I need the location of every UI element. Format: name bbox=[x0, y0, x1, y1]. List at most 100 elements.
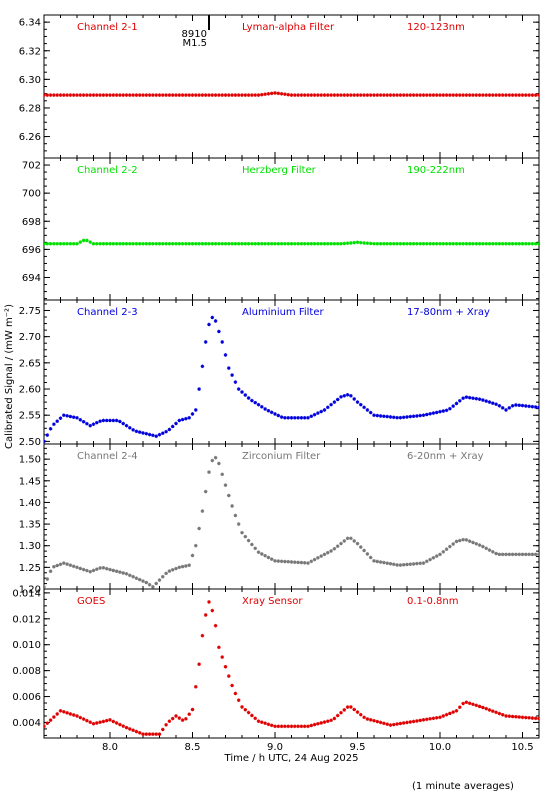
data-point bbox=[157, 93, 162, 97]
data-point bbox=[365, 552, 370, 556]
data-point bbox=[98, 566, 102, 570]
data-point bbox=[144, 93, 149, 97]
data-point bbox=[385, 93, 389, 97]
data-point bbox=[477, 397, 482, 402]
data-point bbox=[141, 241, 145, 246]
data-point bbox=[190, 553, 195, 558]
data-point bbox=[48, 427, 53, 431]
data-point bbox=[174, 714, 178, 718]
data-point bbox=[95, 93, 99, 97]
data-point bbox=[184, 717, 188, 721]
y-axis-title: Calibrated Signal / (mW m⁻²) bbox=[4, 304, 15, 449]
data-point bbox=[147, 241, 152, 246]
data-point bbox=[131, 428, 135, 432]
data-point bbox=[530, 716, 535, 720]
data-point bbox=[223, 93, 228, 97]
data-point bbox=[388, 723, 393, 727]
data-point bbox=[147, 432, 152, 437]
data-point bbox=[58, 241, 63, 246]
data-point bbox=[418, 718, 422, 723]
data-point bbox=[154, 434, 158, 438]
data-point bbox=[45, 721, 50, 726]
data-point bbox=[269, 91, 274, 96]
data-point bbox=[260, 241, 264, 246]
data-point bbox=[332, 93, 337, 97]
data-point bbox=[306, 241, 310, 246]
data-point bbox=[144, 732, 149, 736]
data-point bbox=[256, 241, 261, 246]
data-point bbox=[118, 93, 122, 97]
data-point bbox=[134, 93, 139, 97]
data-point bbox=[213, 319, 218, 323]
data-point bbox=[108, 93, 112, 97]
data-point bbox=[510, 714, 515, 719]
data-point bbox=[319, 554, 323, 558]
y-tick-label: 2.75 bbox=[19, 306, 41, 317]
data-point bbox=[530, 93, 535, 97]
data-point bbox=[256, 719, 261, 723]
data-point bbox=[349, 241, 353, 245]
data-point bbox=[504, 714, 508, 718]
data-point bbox=[151, 93, 155, 97]
y-tick-label: 2.70 bbox=[19, 332, 41, 343]
data-point bbox=[217, 461, 221, 466]
data-point bbox=[52, 241, 56, 246]
y-tick-label: 1.45 bbox=[19, 476, 41, 487]
y-tick-label: 702 bbox=[22, 161, 41, 172]
data-point bbox=[256, 93, 261, 97]
data-point bbox=[68, 93, 73, 97]
data-point bbox=[339, 93, 343, 97]
data-point bbox=[81, 419, 86, 424]
channel-2-2-wavelength-label: 190-222nm bbox=[407, 165, 465, 176]
data-point bbox=[293, 93, 297, 97]
data-point bbox=[359, 545, 363, 549]
data-point bbox=[197, 93, 201, 97]
data-point bbox=[484, 241, 488, 246]
data-point bbox=[415, 414, 419, 418]
data-point bbox=[355, 240, 360, 245]
y-tick-label: 6.26 bbox=[19, 132, 41, 143]
data-point bbox=[98, 93, 102, 97]
channel-2-4-frame bbox=[43, 443, 540, 590]
data-point bbox=[213, 241, 218, 246]
data-point bbox=[309, 93, 314, 97]
data-point bbox=[296, 416, 300, 420]
data-point bbox=[395, 415, 399, 420]
data-point bbox=[55, 241, 59, 246]
data-point bbox=[207, 93, 211, 97]
data-point bbox=[227, 674, 231, 678]
data-point bbox=[530, 404, 535, 409]
data-point bbox=[405, 93, 409, 97]
y-tick-label: 6.32 bbox=[19, 46, 41, 57]
data-point bbox=[398, 563, 403, 567]
data-point bbox=[85, 238, 89, 243]
data-point bbox=[467, 701, 472, 706]
data-point bbox=[154, 241, 158, 246]
data-point bbox=[104, 566, 109, 571]
data-point bbox=[362, 715, 366, 720]
data-point bbox=[236, 387, 241, 391]
data-point bbox=[316, 411, 320, 415]
data-point bbox=[177, 93, 182, 97]
data-point bbox=[352, 240, 356, 245]
data-point bbox=[316, 93, 320, 97]
data-point bbox=[210, 458, 215, 463]
data-point bbox=[128, 241, 132, 246]
data-point bbox=[269, 410, 274, 415]
data-point bbox=[151, 241, 155, 246]
data-point bbox=[243, 534, 248, 539]
x-tick-label: 9.5 bbox=[350, 742, 366, 753]
data-point bbox=[500, 93, 505, 97]
data-point bbox=[408, 414, 413, 419]
data-point bbox=[458, 241, 462, 246]
data-point bbox=[395, 241, 399, 246]
data-point bbox=[306, 561, 310, 565]
data-point bbox=[355, 400, 360, 404]
data-point bbox=[260, 92, 264, 97]
data-point bbox=[124, 572, 129, 576]
data-point bbox=[438, 241, 442, 246]
channel-2-4-filter-label: Zirconium Filter bbox=[242, 451, 321, 462]
data-point bbox=[401, 721, 406, 725]
data-point bbox=[362, 405, 366, 410]
data-point bbox=[491, 93, 495, 97]
